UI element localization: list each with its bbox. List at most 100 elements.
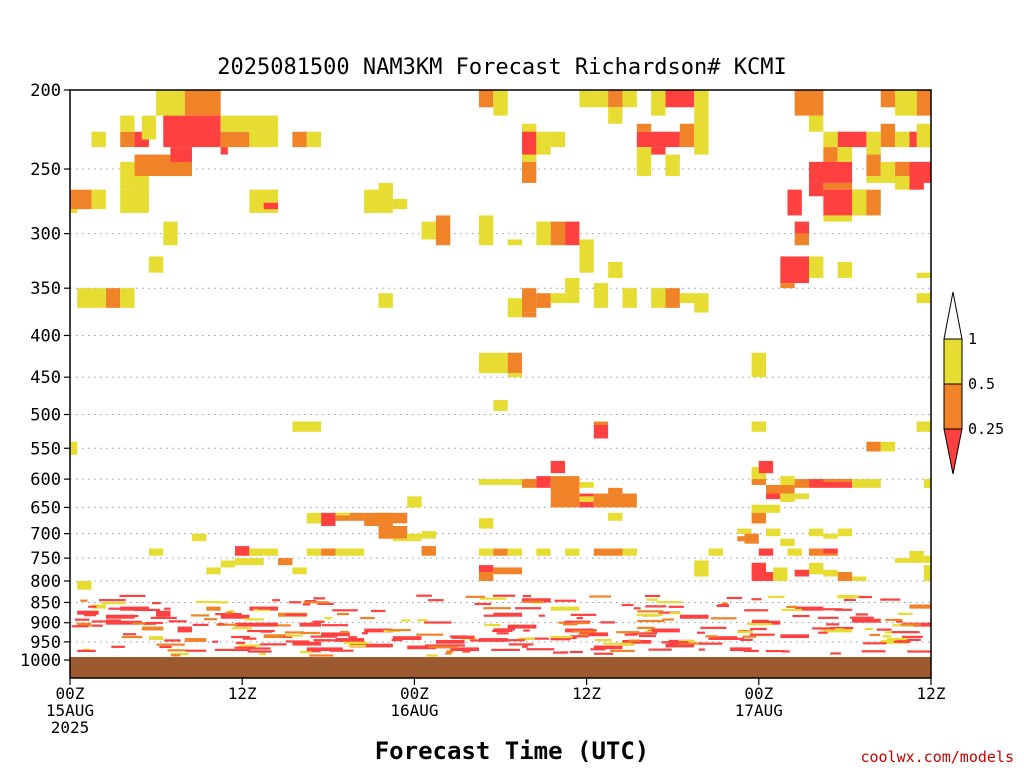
ri-cell-low (493, 612, 523, 617)
y-tick-label: 900 (30, 614, 61, 634)
ri-cell-low (593, 645, 623, 650)
ri-stripe (837, 596, 854, 599)
ri-stripe (446, 650, 454, 653)
ri-cell-low (91, 604, 106, 609)
ri-cell (522, 161, 537, 183)
ri-stripe (768, 595, 785, 599)
ri-cell-low (651, 628, 680, 633)
ri-cell (809, 161, 853, 183)
ri-cell (651, 90, 666, 116)
legend-label: 1 (968, 330, 977, 348)
ri-cell (550, 221, 566, 246)
ri-cell (478, 572, 494, 581)
y-tick-label: 450 (30, 368, 61, 388)
ri-cell-low (77, 610, 99, 615)
ri-cell (478, 565, 494, 573)
ri-stripe (424, 644, 441, 647)
ri-stripe (195, 600, 221, 604)
ri-stripe (665, 645, 676, 648)
ri-stripe (523, 637, 549, 640)
ri-stripe (454, 635, 475, 638)
ri-cell (249, 131, 279, 148)
ri-cell-low (235, 622, 279, 627)
ri-cell (852, 576, 867, 581)
ri-stripe (740, 638, 753, 641)
ri-cell (536, 221, 551, 246)
ri-cell-low (77, 622, 92, 627)
ri-cell-low (507, 624, 537, 629)
ri-cell-low (579, 632, 609, 637)
ri-stripe (700, 626, 727, 629)
ri-cell (292, 421, 322, 432)
ri-cell (478, 479, 508, 485)
ri-stripe (228, 610, 235, 613)
ri-cell (765, 504, 781, 513)
ri-cell-low (550, 606, 580, 611)
ri-cell (349, 548, 365, 556)
ri-stripe (391, 638, 403, 642)
ri-stripe (192, 623, 209, 626)
ri-stripe (493, 628, 515, 631)
ri-cell (880, 161, 896, 183)
ri-stripe (348, 644, 366, 647)
ri-stripe (658, 611, 680, 614)
ri-cell (170, 147, 192, 162)
ri-cell (916, 123, 931, 148)
ri-cell-low (220, 614, 250, 619)
ri-stripe (428, 599, 444, 602)
ri-cell (852, 479, 881, 488)
ri-cell (751, 512, 766, 524)
ri-stripe (217, 623, 225, 626)
ri-stripe (843, 598, 856, 602)
ri-cell (737, 528, 752, 534)
ri-stripe (902, 635, 923, 638)
ri-stripe (590, 648, 606, 651)
legend-label: 0.5 (968, 375, 995, 393)
ri-stripe (656, 601, 682, 604)
ri-stripe (150, 616, 177, 619)
ri-stripe (858, 595, 872, 599)
ri-stripe (571, 630, 596, 633)
ri-stripe (343, 641, 370, 645)
ri-stripe (893, 640, 911, 643)
ri-stripe (288, 601, 302, 604)
ri-stripe (834, 608, 853, 611)
ri-cell (823, 147, 838, 162)
ri-cell (751, 352, 766, 378)
ri-stripe (550, 635, 573, 639)
ri-stripe (329, 649, 354, 652)
ri-stripe (737, 631, 753, 634)
ri-cell-low (364, 628, 393, 633)
ri-cell (651, 147, 666, 155)
ri-cell (522, 479, 537, 488)
ri-cell (70, 209, 78, 213)
ri-cell (744, 533, 759, 544)
ri-stripe (898, 612, 913, 615)
ri-stripe (792, 614, 810, 618)
ri-cell (550, 460, 566, 474)
ri-cell (780, 283, 795, 289)
ri-stripe (637, 610, 664, 613)
ri-stripe (400, 619, 411, 622)
ri-stripe (570, 613, 597, 616)
ri-stripe (812, 627, 835, 630)
ri-stripe (91, 620, 117, 623)
ri-cell (77, 580, 92, 590)
ri-cell (550, 476, 580, 494)
ri-cell (866, 176, 881, 183)
ri-cell (134, 176, 149, 190)
ri-stripe (517, 637, 535, 640)
ri-stripe (747, 623, 772, 626)
ri-stripe (743, 649, 759, 652)
ri-stripe (742, 635, 757, 638)
ri-stripe (822, 608, 843, 611)
ri-cell (866, 131, 881, 155)
ri-cell (880, 441, 896, 452)
ri-cell (866, 189, 881, 216)
ri-stripe (884, 631, 894, 634)
ri-cell-low (909, 604, 931, 609)
ri-cell (852, 189, 867, 216)
ri-cell (120, 189, 149, 213)
ri-cell (550, 493, 580, 508)
ri-cell (163, 221, 178, 246)
